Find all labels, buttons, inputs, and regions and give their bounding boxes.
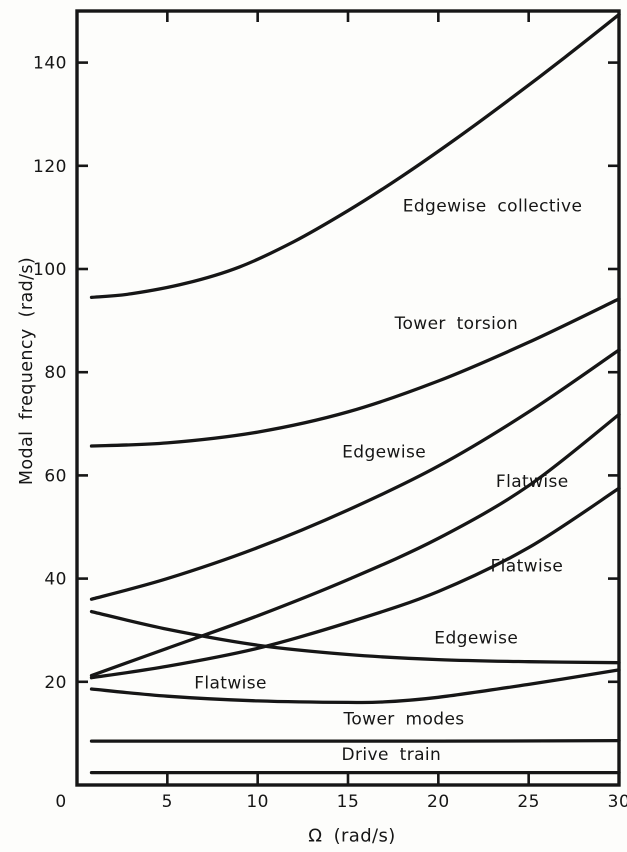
curve-flatwise xyxy=(89,412,621,678)
y-tick-label: 80 xyxy=(44,363,67,383)
curve-label-drive-train: Drive train xyxy=(342,745,442,765)
curve-edgewise-2 xyxy=(89,609,621,665)
x-axis-title: Ω (rad/s) xyxy=(308,825,396,847)
curve-label-flatwise-3: Flatwise xyxy=(194,673,267,693)
y-tick-label: 120 xyxy=(33,157,67,177)
x-tick-label: 20 xyxy=(427,792,450,812)
curve-flatwise-3 xyxy=(89,668,621,705)
y-tick-label: 60 xyxy=(44,466,67,486)
curve-tower-modes xyxy=(89,738,621,743)
curve-label-edgewise: Edgewise xyxy=(342,443,426,463)
x-tick-label: 15 xyxy=(337,792,360,812)
y-axis-title: Modal frequency (rad/s) xyxy=(17,256,37,486)
y-tick-label: 100 xyxy=(33,260,67,280)
curve-label-edgewise-collective: Edgewise collective xyxy=(403,197,583,217)
curve-tower-torsion xyxy=(89,297,621,448)
x-tick-label: 10 xyxy=(246,792,269,812)
y-tick-label: 40 xyxy=(44,570,67,590)
x-tick-label: 5 xyxy=(162,792,173,812)
curve-label-flatwise-2: Flatwise xyxy=(490,557,563,577)
y-tick-label: 140 xyxy=(33,54,67,74)
x-tick-label: 25 xyxy=(517,792,540,812)
curve-edgewise-collective xyxy=(89,12,621,300)
y-tick-label: 20 xyxy=(44,673,67,693)
curve-edgewise xyxy=(89,348,621,601)
curve-label-tower-modes: Tower modes xyxy=(342,709,464,729)
curve-flatwise-2 xyxy=(89,486,621,680)
x-tick-label: 30 xyxy=(608,792,627,812)
curve-label-tower-torsion: Tower torsion xyxy=(394,314,519,334)
curve-label-edgewise-2: Edgewise xyxy=(434,628,518,648)
x-tick-label: 0 xyxy=(55,792,66,812)
curve-label-flatwise: Flatwise xyxy=(496,472,569,492)
